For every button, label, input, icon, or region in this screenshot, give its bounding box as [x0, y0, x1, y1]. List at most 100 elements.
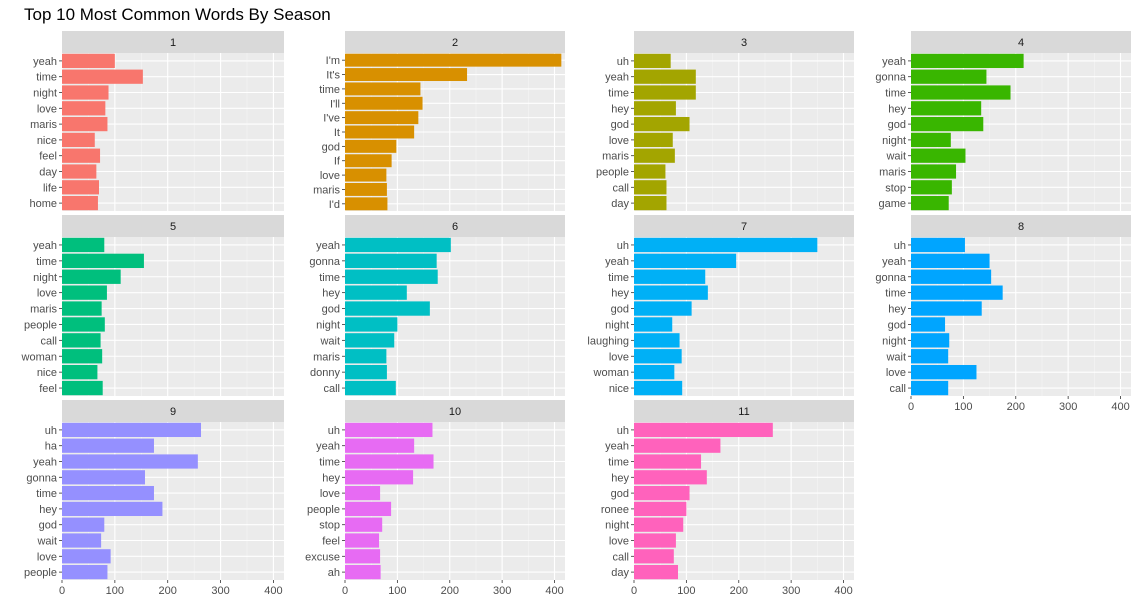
bar-if: [345, 154, 392, 168]
category-label: It's: [326, 70, 340, 82]
category-label: yeah: [33, 240, 57, 252]
bar-god: [345, 301, 430, 316]
category-label: day: [611, 567, 629, 579]
category-label: It: [334, 127, 340, 139]
x-tick-label: 200: [1007, 401, 1025, 413]
category-label: night: [33, 272, 57, 284]
bar-god: [911, 317, 946, 332]
bar-hey: [911, 301, 982, 316]
bar-yeah: [345, 237, 451, 253]
bar-maris: [634, 148, 675, 163]
bar-maris: [345, 182, 387, 196]
bar-love: [345, 485, 381, 501]
facet-strip: [62, 31, 284, 53]
category-label: yeah: [882, 56, 906, 68]
bar-hey: [345, 285, 407, 300]
category-label: hey: [322, 472, 340, 484]
x-tick-label: 300: [782, 585, 800, 597]
category-label: love: [37, 103, 57, 115]
bar-uh: [634, 53, 671, 69]
x-tick-label: 400: [264, 585, 282, 597]
bar-nice: [634, 380, 683, 396]
bar-god: [345, 139, 397, 153]
bar-day: [634, 195, 667, 211]
bar-call: [634, 180, 667, 195]
category-label: time: [885, 288, 906, 300]
bar-life: [62, 180, 99, 195]
bar-wait: [62, 533, 102, 548]
bar-i-d: [345, 197, 388, 211]
category-label: feel: [322, 536, 340, 548]
category-label: love: [609, 351, 629, 363]
category-label: time: [36, 72, 57, 84]
category-label: call: [889, 383, 906, 395]
x-tick-label: 100: [677, 585, 695, 597]
bar-uh: [911, 237, 965, 253]
facet-strip: [634, 31, 854, 53]
bar-ronee: [634, 501, 687, 517]
facet-strip-label: 9: [170, 406, 176, 418]
bar-i-m: [345, 53, 562, 67]
category-label: god: [611, 488, 629, 500]
category-label: day: [39, 167, 57, 179]
category-label: wait: [36, 536, 57, 548]
category-label: time: [36, 488, 57, 500]
facet-strip: [634, 215, 854, 237]
category-label: night: [882, 135, 906, 147]
facet-strip-label: 10: [449, 406, 461, 418]
x-tick-label: 0: [59, 585, 65, 597]
bar-day: [634, 564, 678, 580]
x-tick-label: 300: [493, 585, 511, 597]
bar-uh: [634, 422, 773, 438]
category-label: call: [40, 335, 57, 347]
category-label: uh: [894, 240, 906, 252]
facet-panel-season-4: 4 yeah gonna time hey god night wait maris stop ga…: [875, 31, 1131, 211]
category-label: hey: [611, 288, 629, 300]
facet-panels: 1 yeah time night love maris nice feel day life ho…: [21, 31, 1131, 597]
bar-god: [634, 485, 690, 501]
category-label: love: [37, 288, 57, 300]
category-label: wait: [319, 335, 340, 347]
bar-love: [62, 285, 107, 300]
x-tick-label: 200: [441, 585, 459, 597]
category-label: stop: [319, 520, 340, 532]
bar-i-ll: [345, 96, 423, 110]
category-label: wait: [885, 151, 906, 163]
category-label: people: [596, 167, 629, 179]
category-label: love: [320, 170, 340, 182]
facet-panel-season-6: 6 yeah gonna time hey god night wait maris donny c…: [309, 215, 565, 396]
category-label: uh: [617, 56, 629, 68]
bar-night: [62, 269, 121, 284]
category-label: I'm: [326, 55, 340, 67]
x-tick-label: 400: [834, 585, 852, 597]
bar-stop: [345, 517, 383, 532]
bar-nice: [62, 132, 95, 148]
facet-strip-label: 7: [741, 221, 747, 233]
facet-strip-label: 11: [738, 406, 749, 418]
bar-people: [62, 564, 108, 580]
category-label: ronee: [601, 504, 629, 516]
facet-strip-label: 2: [452, 37, 458, 49]
category-label: time: [319, 84, 340, 96]
bar-hey: [911, 101, 982, 116]
bar-time: [911, 285, 1003, 300]
bar-feel: [62, 380, 103, 396]
category-label: yeah: [33, 457, 57, 469]
bar-hey: [634, 101, 676, 116]
category-label: god: [888, 319, 906, 331]
bar-call: [634, 549, 674, 564]
category-label: yeah: [316, 240, 340, 252]
bar-love: [62, 101, 106, 116]
bar-call: [62, 333, 101, 348]
category-label: I've: [323, 113, 340, 125]
category-label: ah: [328, 567, 340, 579]
facet-strip-label: 4: [1018, 37, 1024, 49]
facet-panel-season-11: 11 uh yeah time hey god ronee night love call day0…: [601, 400, 854, 597]
category-label: yeah: [316, 441, 340, 453]
facet-panel-season-3: 3 uh yeah time hey god love maris people call day: [596, 31, 854, 211]
category-label: hey: [888, 304, 906, 316]
category-label: gonna: [875, 72, 906, 84]
bar-yeah: [634, 438, 721, 453]
category-label: life: [43, 182, 57, 194]
